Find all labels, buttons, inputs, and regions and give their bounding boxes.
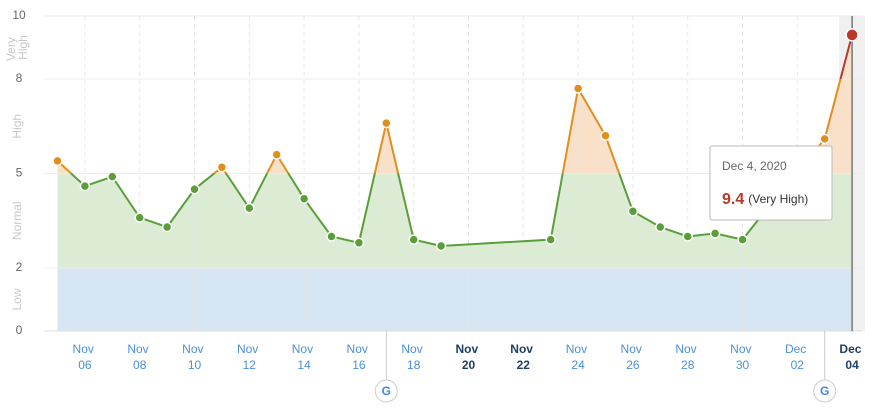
data-point — [709, 228, 721, 239]
tooltip-value: 9.4 — [722, 191, 744, 208]
data-point — [134, 212, 145, 223]
data-point — [326, 231, 337, 242]
data-point — [189, 184, 200, 195]
data-point — [572, 83, 584, 94]
data-point — [819, 133, 830, 145]
x-tick-label: Nov 30 — [730, 342, 755, 372]
google-update-label: G — [382, 384, 391, 398]
x-tick-label: Nov 08 — [127, 342, 152, 372]
tooltip-date: Dec 4, 2020 — [722, 159, 787, 173]
zone-label: Normal — [10, 201, 24, 240]
data-point — [298, 193, 310, 204]
data-point — [271, 149, 282, 160]
data-point — [435, 240, 447, 252]
y-tick-label: 2 — [16, 260, 23, 274]
y-tick-label: 8 — [16, 71, 23, 85]
y-tick-label: 5 — [16, 166, 23, 180]
data-point — [655, 221, 666, 233]
x-tick-label: Nov 22 — [510, 342, 536, 372]
zone-label: Very High — [4, 34, 30, 61]
google-update-icon — [374, 379, 398, 403]
zone-label: High — [10, 114, 24, 139]
data-point — [353, 237, 365, 249]
data-point — [627, 206, 639, 217]
data-point — [244, 202, 255, 214]
google-update-label: G — [820, 384, 829, 398]
x-tick-label: Nov 12 — [237, 342, 262, 372]
data-point — [408, 234, 419, 245]
y-tick-label: 0 — [16, 323, 23, 337]
tooltip-box — [709, 145, 833, 221]
data-point — [682, 231, 693, 242]
zone-label: Low — [10, 288, 24, 310]
data-point — [600, 130, 611, 141]
data-point — [79, 180, 91, 192]
x-tick-label: Nov 16 — [347, 342, 372, 372]
x-tick-label: Nov 28 — [675, 342, 700, 372]
data-point — [737, 234, 748, 245]
data-point — [216, 161, 228, 173]
x-tick-label: Nov 06 — [73, 342, 98, 372]
tooltip-level: (Very High) — [748, 192, 808, 206]
x-tick-label: Nov 20 — [455, 342, 481, 372]
data-point — [845, 28, 859, 42]
x-tick-label: Nov 10 — [182, 342, 207, 372]
data-point — [107, 171, 118, 182]
x-tick-label: Nov 26 — [621, 342, 646, 372]
y-tick-label: 10 — [12, 8, 26, 22]
area — [57, 34, 853, 332]
tooltip: Dec 4, 2020 9.4 (Very High) — [709, 145, 833, 221]
data-point — [161, 221, 173, 233]
x-tick-label: Nov 18 — [401, 342, 426, 372]
x-tick-label: Nov 24 — [566, 342, 591, 372]
data-point — [545, 234, 556, 245]
google-update-icon — [813, 379, 837, 403]
x-tick-label: Nov 14 — [292, 342, 317, 372]
data-point — [381, 117, 392, 129]
tooltip-value-text: 9.4 (Very High) — [722, 191, 808, 208]
x-tick-label: Dec 04 — [839, 342, 864, 372]
data-point — [52, 155, 63, 167]
x-tick-label: Dec 02 — [785, 342, 810, 372]
